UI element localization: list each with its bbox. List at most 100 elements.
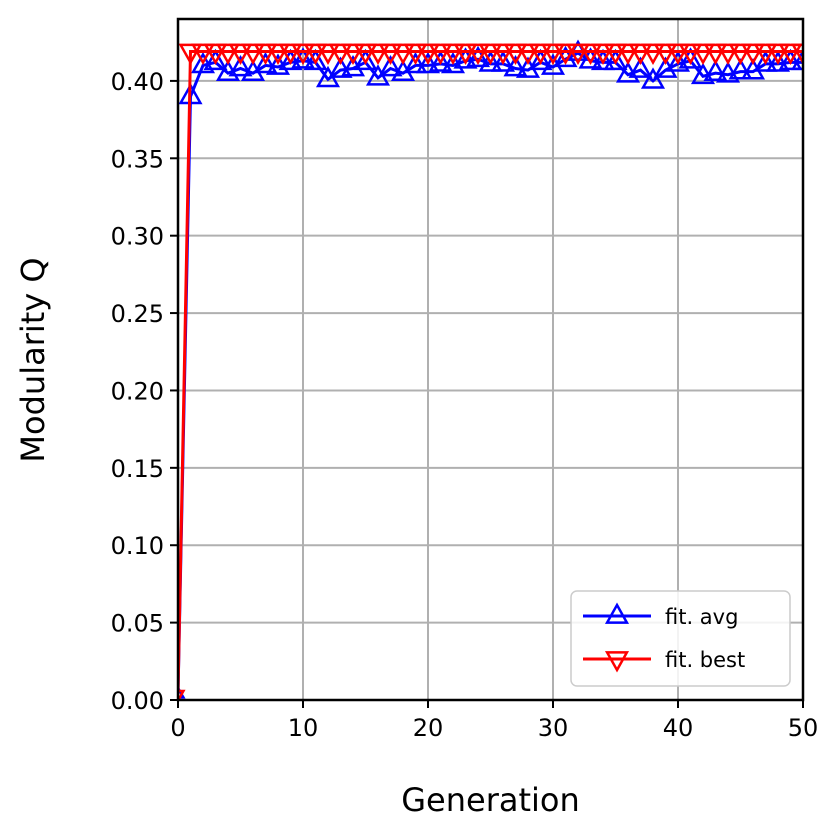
data-point-fit-avg <box>465 45 491 68</box>
y-tick-label: 0.20 <box>111 377 164 405</box>
data-point-fit-avg <box>353 48 378 71</box>
data-point-fit-best <box>278 43 303 66</box>
data-point-fit-best <box>415 43 441 66</box>
data-point-fit-best <box>265 43 291 66</box>
data-point-fit-best <box>178 689 186 702</box>
data-point-fit-avg <box>628 56 653 78</box>
data-point-fit-best <box>190 43 216 66</box>
data-point-fit-avg <box>228 54 253 77</box>
plot-frame <box>176 17 805 702</box>
data-point-fit-avg <box>490 50 516 72</box>
data-point-fit-avg <box>290 47 316 69</box>
data-point-fit-avg <box>415 51 441 74</box>
data-point-fit-best <box>515 43 541 66</box>
y-tick-label: 0.15 <box>111 455 164 483</box>
data-point-fit-best <box>290 43 316 66</box>
data-point-fit-best <box>615 43 641 66</box>
data-point-fit-avg <box>678 47 703 69</box>
data-point-fit-avg <box>328 56 353 78</box>
data-point-fit-best <box>640 43 666 66</box>
data-point-fit-best <box>315 43 341 66</box>
y-tick-label: 0.25 <box>111 300 164 328</box>
data-point-fit-best <box>603 43 628 66</box>
data-point-fit-best <box>365 43 391 66</box>
data-point-fit-avg <box>503 54 528 77</box>
data-point-fit-avg <box>403 51 428 74</box>
data-point-fit-best <box>790 43 803 66</box>
data-point-fit-best <box>540 43 566 66</box>
data-point-fit-best <box>378 43 403 66</box>
data-point-fit-avg <box>703 59 728 82</box>
data-point-fit-best <box>203 43 228 66</box>
data-point-fit-best <box>528 43 553 66</box>
y-axis-title: Modularity Q <box>14 257 52 462</box>
y-tick-label: 0.40 <box>111 68 164 96</box>
data-point-fit-best <box>765 43 791 66</box>
y-tick-label: 0.10 <box>111 532 164 560</box>
data-point-fit-avg <box>640 67 666 89</box>
data-point-fit-best <box>453 43 478 66</box>
legend-marker-fit-best <box>604 651 630 673</box>
legend: fit. avg fit. best <box>570 590 791 687</box>
data-point-fit-best <box>690 43 716 66</box>
data-point-fit-best <box>328 43 353 66</box>
data-point-fit-avg <box>253 51 278 74</box>
data-point-fit-best <box>465 43 491 66</box>
data-point-fit-best <box>478 43 503 66</box>
legend-label-fit-best: fit. best <box>665 648 745 672</box>
data-point-fit-best <box>665 43 691 66</box>
data-point-fit-best <box>703 43 728 66</box>
x-tick-label: 20 <box>413 714 444 742</box>
data-point-fit-best <box>228 43 253 66</box>
data-point-fit-avg <box>578 47 603 69</box>
data-point-fit-best <box>240 43 266 66</box>
data-point-fit-avg <box>203 48 228 71</box>
data-point-fit-avg <box>378 54 403 77</box>
data-point-fit-best <box>428 43 453 66</box>
data-point-fit-best <box>553 43 578 66</box>
data-point-fit-best <box>390 43 416 66</box>
ticks: 0 10 20 30 40 50 0.00 0.05 0.10 0.15 0.20 0.25 0.30 0… <box>111 68 819 742</box>
data-point-fit-best <box>753 43 778 66</box>
data-point-fit-best <box>740 43 766 66</box>
data-point-fit-best <box>678 43 703 66</box>
data-point-fit-best <box>628 43 653 66</box>
data-point-fit-best <box>440 43 466 66</box>
data-point-fit-avg <box>528 48 553 71</box>
series-layer <box>178 39 803 702</box>
y-tick-label: 0.00 <box>111 687 164 715</box>
data-point-fit-best <box>303 43 328 66</box>
x-tick-label: 40 <box>663 714 694 742</box>
series-line-fit-best <box>178 50 803 695</box>
data-point-fit-avg <box>753 50 778 72</box>
data-point-fit-avg <box>590 48 616 71</box>
data-point-fit-best <box>340 43 366 66</box>
x-tick-label: 50 <box>788 714 819 742</box>
data-point-fit-best <box>653 43 678 66</box>
data-point-fit-best <box>578 43 603 66</box>
data-point-fit-avg <box>278 48 303 71</box>
data-point-fit-best <box>178 43 203 66</box>
y-tick-label: 0.05 <box>111 610 164 638</box>
x-tick-label: 0 <box>170 714 185 742</box>
data-point-fit-best <box>503 43 528 66</box>
data-point-fit-best <box>403 43 428 66</box>
data-point-fit-best <box>715 43 741 66</box>
legend-label-fit-avg: fit. avg <box>665 605 738 629</box>
data-point-fit-avg <box>478 50 503 72</box>
data-point-fit-best <box>353 43 378 66</box>
data-point-fit-best <box>253 43 278 66</box>
data-point-fit-best <box>590 43 616 66</box>
data-point-fit-best <box>490 43 516 66</box>
data-point-fit-avg <box>603 48 628 71</box>
data-point-fit-avg <box>790 48 803 71</box>
data-point-fit-avg <box>765 50 791 72</box>
x-tick-label: 30 <box>538 714 569 742</box>
data-point-fit-avg <box>303 48 328 71</box>
data-point-fit-avg <box>428 50 453 72</box>
x-tick-label: 10 <box>288 714 319 742</box>
legend-marker-fit-avg <box>604 602 630 624</box>
data-point-fit-best <box>728 43 753 66</box>
